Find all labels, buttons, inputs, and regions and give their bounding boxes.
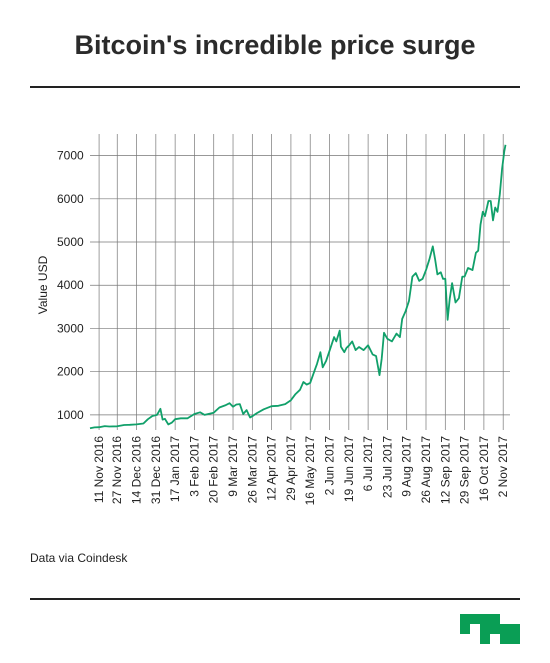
x-tick-label: 16 Oct 2017 — [477, 436, 491, 502]
x-tick-label: 9 Mar 2017 — [226, 436, 240, 497]
x-tick-label: 6 Jul 2017 — [361, 436, 375, 492]
data-source-note: Data via Coindesk — [30, 551, 128, 565]
x-tick-label: 11 Nov 2016 — [92, 436, 106, 503]
top-divider — [30, 86, 520, 88]
x-tick-label: 20 Feb 2017 — [207, 436, 221, 504]
techcrunch-logo-icon — [460, 614, 520, 644]
x-tick-label: 2 Jun 2017 — [323, 436, 337, 496]
x-tick-label: 26 Mar 2017 — [245, 436, 259, 504]
y-tick-label: 3000 — [57, 321, 84, 335]
y-tick-label: 6000 — [57, 192, 84, 206]
x-tick-label: 2 Nov 2017 — [496, 436, 510, 498]
x-tick-label: 26 Aug 2017 — [419, 436, 433, 504]
x-tick-label: 9 Aug 2017 — [400, 436, 414, 497]
x-tick-label: 19 Jun 2017 — [342, 436, 356, 502]
x-tick-label: 17 Jan 2017 — [168, 436, 182, 502]
price-chart: 1000 2000 3000 4000 5000 6000 7000 11 Nov 2016… — [36, 134, 510, 506]
x-tick-label: 12 Apr 2017 — [265, 436, 279, 501]
x-tick-label: 31 Dec 2016 — [149, 436, 163, 504]
x-tick-label: 3 Feb 2017 — [187, 436, 201, 497]
price-line — [89, 144, 507, 430]
y-tick-label: 1000 — [57, 408, 84, 422]
x-tick-label: 29 Sep 2017 — [458, 436, 472, 504]
y-tick-label: 2000 — [57, 365, 84, 379]
bottom-divider — [30, 598, 520, 600]
y-tick-label: 7000 — [57, 149, 84, 163]
y-tick-labels: 1000 2000 3000 4000 5000 6000 7000 — [57, 149, 84, 422]
y-axis-label: Value USD — [36, 255, 50, 314]
x-tick-label: 14 Dec 2016 — [130, 436, 144, 504]
x-tick-label: 27 Nov 2016 — [110, 436, 124, 504]
y-tick-label: 5000 — [57, 235, 84, 249]
y-tick-label: 4000 — [57, 278, 84, 292]
x-tick-label: 12 Sep 2017 — [438, 436, 452, 504]
chart-grid — [90, 134, 510, 430]
x-tick-label: 16 May 2017 — [303, 436, 317, 506]
x-tick-label: 23 Jul 2017 — [380, 436, 394, 498]
x-tick-label: 29 Apr 2017 — [284, 436, 298, 501]
chart-title: Bitcoin's incredible price surge — [74, 30, 476, 60]
x-tick-labels: 11 Nov 2016 27 Nov 2016 14 Dec 2016 31 Dec … — [92, 436, 510, 506]
